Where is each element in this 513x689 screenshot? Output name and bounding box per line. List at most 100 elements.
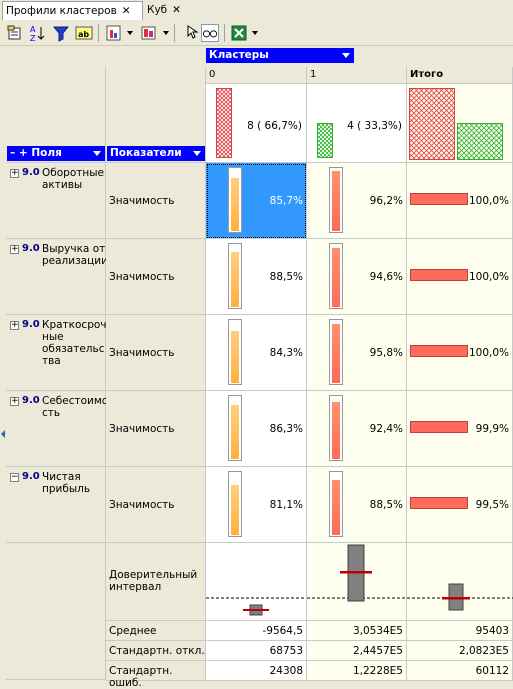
close-icon[interactable]: ✕ (121, 5, 131, 17)
chevron-down-icon[interactable] (163, 31, 169, 35)
chevron-down-icon[interactable] (252, 31, 258, 35)
field-name-line: тва (42, 355, 61, 367)
properties-icon[interactable] (6, 24, 24, 42)
field-name-line: обязательс (42, 343, 105, 355)
gauge-fill (231, 331, 239, 383)
cluster-size-cell-1: 4 ( 33,3%) (307, 84, 407, 163)
fields-dropdown[interactable]: – + Поля (7, 146, 105, 161)
field-name-line: прибыль (42, 483, 91, 495)
value-cell-total[interactable]: 99,9% (407, 391, 513, 467)
gauge-frame (228, 471, 242, 537)
filter-icon[interactable] (52, 24, 70, 42)
column-header-total[interactable]: Итого (407, 67, 513, 84)
tab-cluster-profiles[interactable]: Профили кластеров ✕ (2, 1, 143, 20)
stat-value: 68753 (269, 645, 303, 657)
glasses-icon[interactable] (201, 24, 219, 42)
value-cell-total[interactable]: 99,5% (407, 467, 513, 543)
gauge-fill (231, 485, 239, 535)
column-header-0[interactable]: 0 (206, 67, 307, 84)
value-text: 86,3% (269, 423, 303, 435)
chevron-down-icon (342, 53, 350, 58)
value-text: 94,6% (369, 271, 403, 283)
expand-icon[interactable]: + (10, 396, 19, 406)
stat-cell-1[interactable]: 2,4457E5 (307, 641, 407, 661)
clusters-label: Кластеры (209, 49, 269, 61)
stat-cell-0[interactable]: 24308 (206, 661, 307, 681)
field-cell[interactable]: +9.0 Краткосроч ные обязательс тва (6, 315, 107, 391)
value-cell-1[interactable]: 92,4% (307, 391, 407, 467)
stat-cell-0[interactable]: 68753 (206, 641, 307, 661)
cursor-icon[interactable] (181, 24, 199, 42)
value-cell-total[interactable]: 100,0% (407, 315, 513, 391)
value-cell-total[interactable]: 100,0% (407, 239, 513, 315)
metric-label: Значимость (109, 271, 175, 283)
field-cell[interactable]: +9.0 Себестоимо сть (6, 391, 108, 467)
expand-icon[interactable]: + (10, 168, 19, 178)
excel-export-icon[interactable] (230, 24, 248, 42)
close-icon[interactable]: ✕ (172, 4, 181, 16)
fields-prefix[interactable]: – + (10, 147, 28, 159)
chevron-down-icon[interactable] (127, 31, 133, 35)
field-name-line: Краткосроч (42, 319, 107, 331)
value-text: 84,3% (269, 347, 303, 359)
gauge-frame (228, 243, 242, 309)
metric-label: Значимость (109, 499, 175, 511)
gauge-frame (329, 319, 343, 385)
cluster-size-bar-0 (216, 88, 232, 158)
value-cell-0[interactable]: 81,1% (206, 467, 307, 543)
indicators-dropdown[interactable]: Показатели (107, 146, 205, 161)
cluster-1-share (457, 123, 503, 160)
svg-text:Z: Z (30, 34, 36, 42)
gauge-frame (329, 471, 343, 537)
field-name: Выручка от реализации (42, 243, 108, 267)
sort-az-icon[interactable]: AZ (29, 24, 47, 42)
value-cell-0[interactable]: 86,3% (206, 391, 307, 467)
column-header-1[interactable]: 1 (307, 67, 407, 84)
value-text: 99,9% (475, 423, 509, 435)
value-cell-1[interactable]: 95,8% (307, 315, 407, 391)
svg-text:A: A (30, 25, 36, 34)
value-text: 100,0% (468, 195, 509, 207)
value-cell-1[interactable]: 88,5% (307, 467, 407, 543)
fields-label: Поля (31, 147, 62, 159)
stat-cell-total[interactable]: 2,0823E5 (407, 641, 513, 661)
value-cell-total[interactable]: 100,0% (407, 163, 513, 239)
value-cell-0[interactable]: 84,3% (206, 315, 307, 391)
stat-cell-1[interactable]: 3,0534E5 (307, 621, 407, 641)
stat-cell-total[interactable]: 95403 (407, 621, 513, 641)
stat-cell-0[interactable]: -9564,5 (206, 621, 307, 641)
total-bar (410, 421, 468, 433)
confidence-cell-0 (206, 543, 307, 621)
field-name-line: Выручка от (42, 243, 106, 255)
confidence-plot-total (407, 583, 513, 611)
field-cell[interactable]: −9.0 Чистая прибыль (6, 467, 106, 543)
field-name-line: ные (42, 331, 64, 343)
expand-icon[interactable]: + (10, 244, 19, 254)
splitter-arrow-icon[interactable] (1, 430, 5, 438)
value-cell-1[interactable]: 94,6% (307, 239, 407, 315)
tab-cube[interactable]: Куб ✕ (144, 1, 186, 20)
gauge-frame (228, 395, 242, 461)
cluster-0-share (409, 88, 455, 160)
chart-bar-icon[interactable] (105, 24, 123, 42)
cluster-size-cell-0: 8 ( 66,7%) (206, 84, 307, 163)
splitter[interactable] (0, 67, 6, 680)
confidence-plot-1 (307, 544, 407, 602)
expand-icon[interactable]: + (10, 320, 19, 330)
stat-cell-total[interactable]: 60112 (407, 661, 513, 681)
value-cell-0[interactable]: 85,7% (206, 163, 307, 239)
value-cell-1[interactable]: 96,2% (307, 163, 407, 239)
field-cell[interactable]: +9.0 Выручка от реализации (6, 239, 108, 315)
stat-cell-1[interactable]: 1,2228E5 (307, 661, 407, 681)
gauge-fill (332, 171, 340, 231)
mean-marker (442, 597, 470, 600)
field-cell[interactable]: +9.0 Оборотные активы (6, 163, 106, 239)
field-name: Себестоимо сть (42, 395, 108, 419)
gauge-frame (228, 319, 242, 385)
value-cell-0[interactable]: 88,5% (206, 239, 307, 315)
chart-color-icon[interactable] (140, 24, 158, 42)
gauge-fill (231, 178, 239, 231)
text-format-icon[interactable]: ab (75, 24, 93, 42)
collapse-icon[interactable]: − (10, 472, 19, 482)
clusters-dropdown[interactable]: Кластеры (206, 48, 354, 63)
